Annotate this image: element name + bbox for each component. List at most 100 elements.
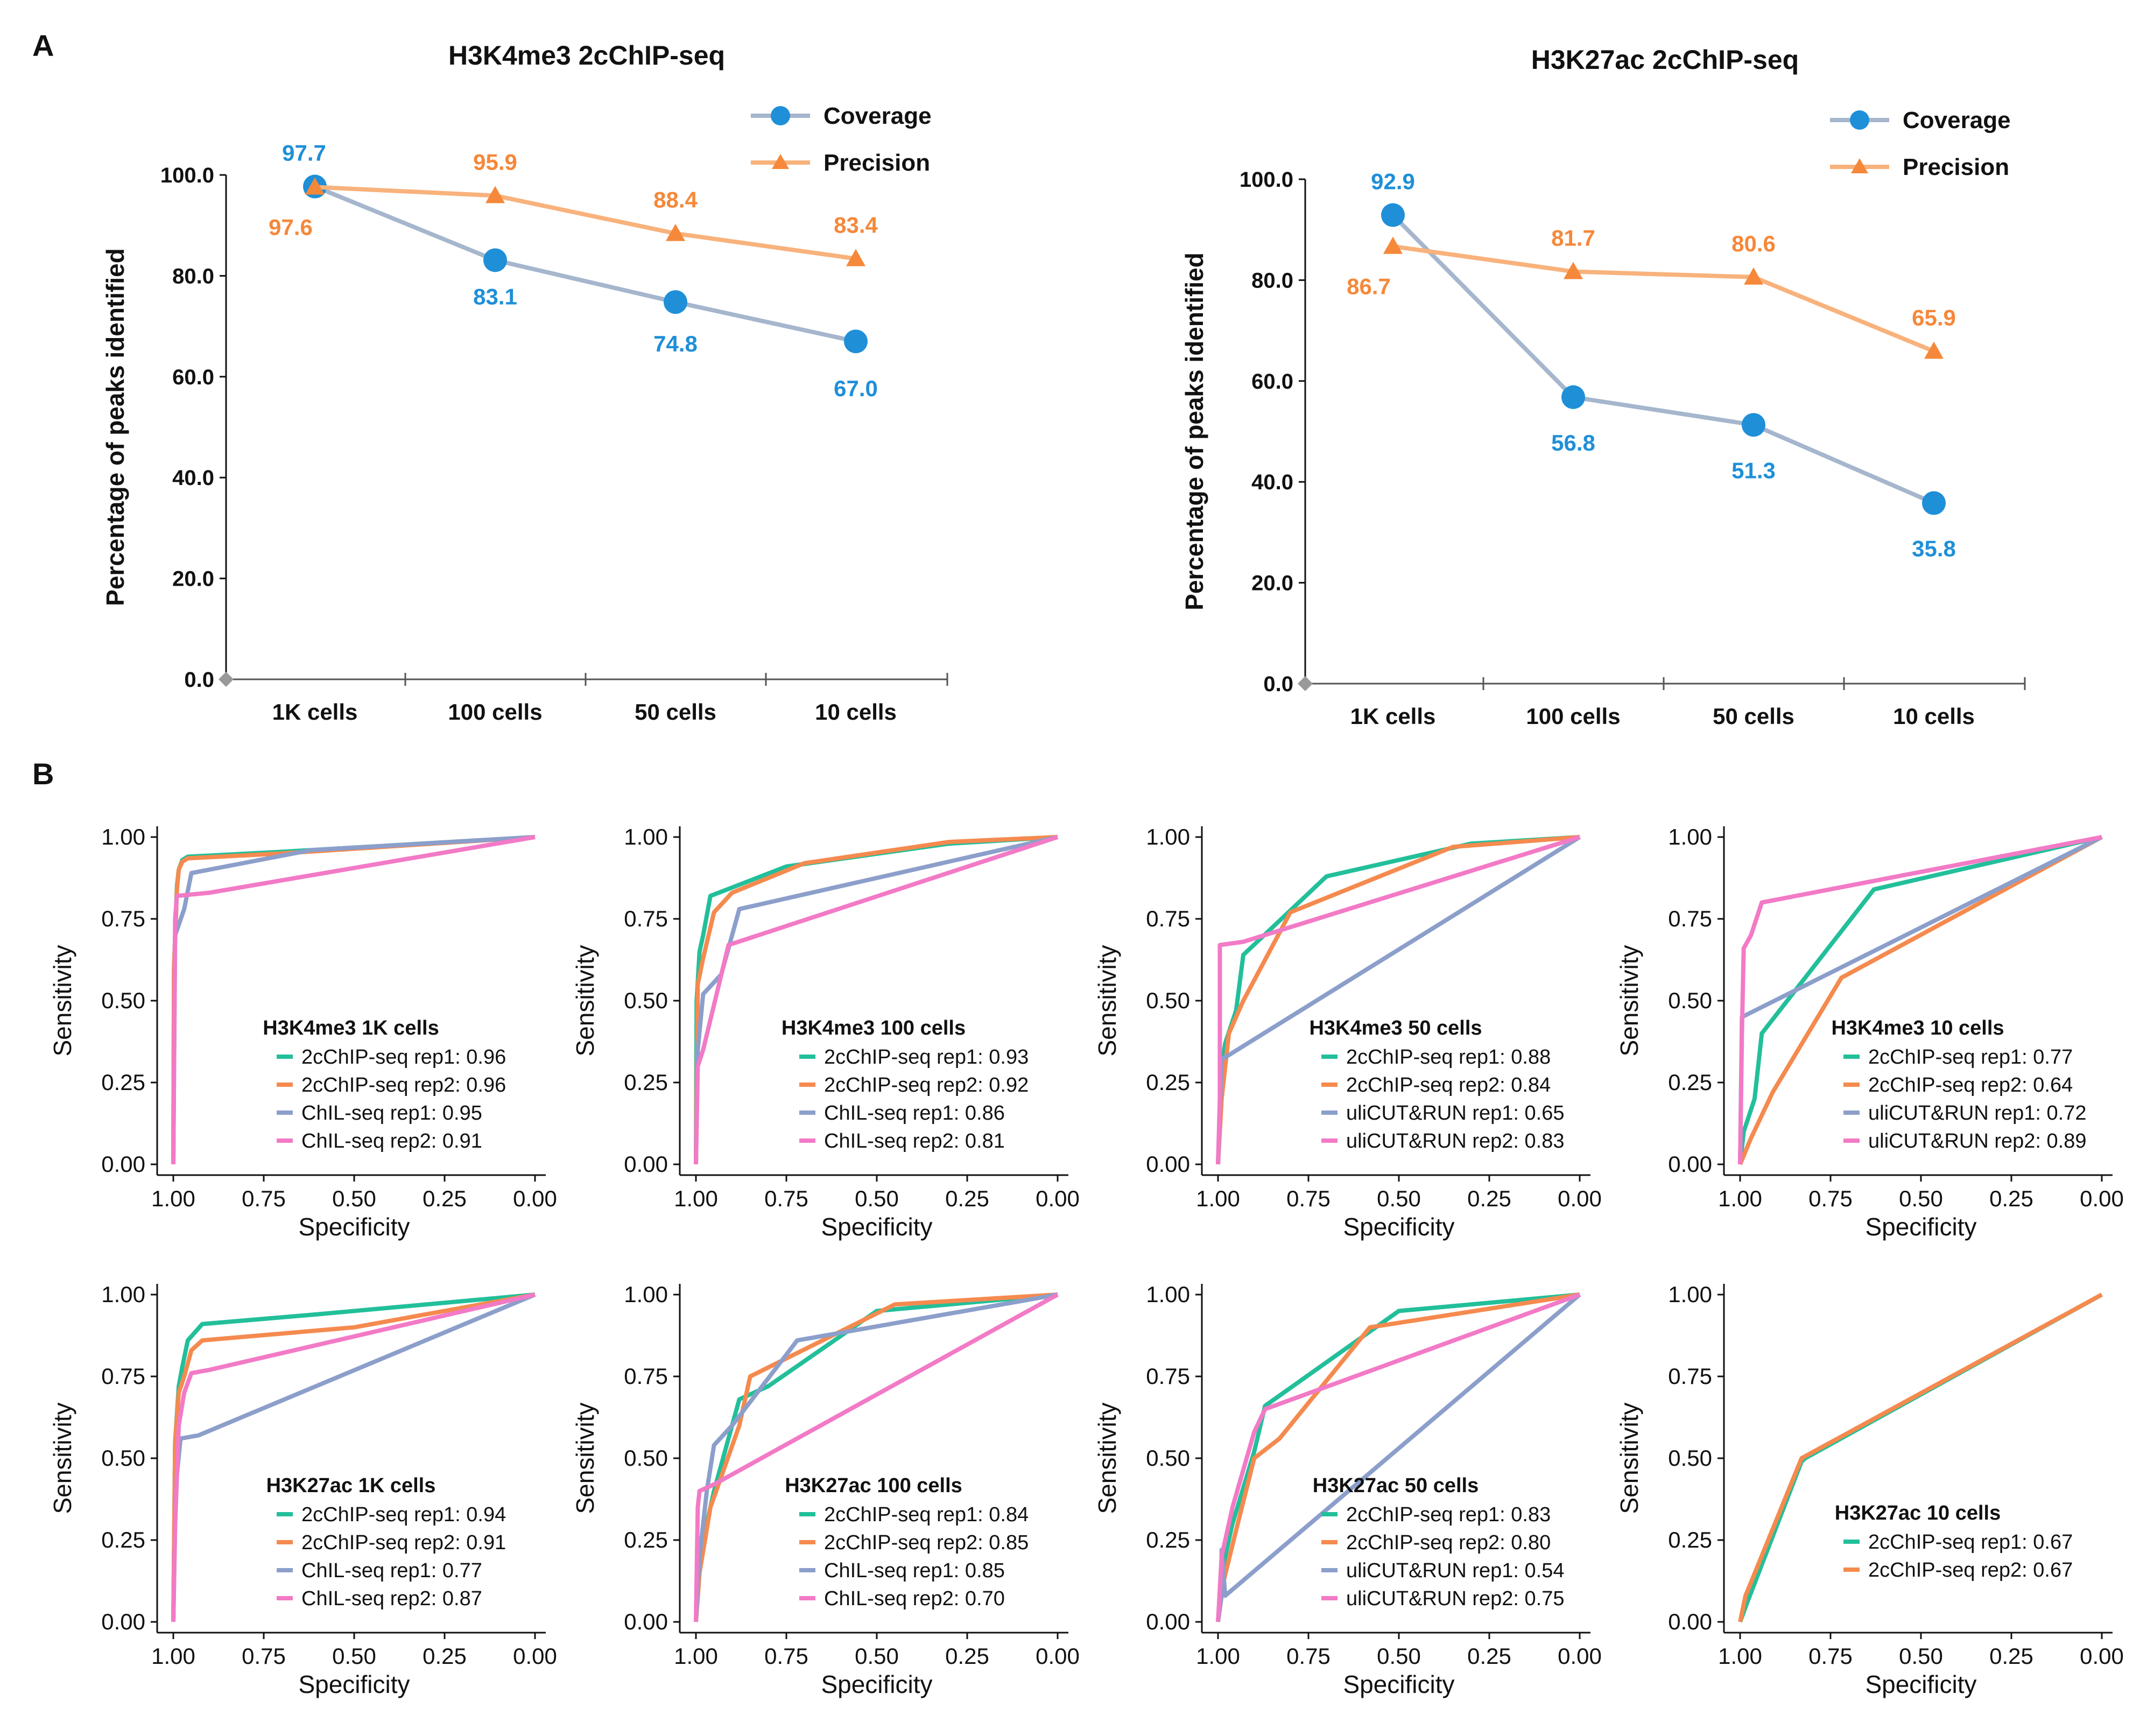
roc-y-tick-label: 0.00 xyxy=(624,1609,668,1634)
roc-curve-teal xyxy=(1738,835,2102,1165)
roc-curve-orange xyxy=(694,835,1058,1165)
roc-y-tick-label: 0.50 xyxy=(1668,1445,1712,1471)
precision-data-label: 80.6 xyxy=(1731,231,1776,256)
y-tick-label: 0.0 xyxy=(1263,672,1293,696)
roc-curve-blue xyxy=(694,1292,1058,1622)
roc-y-tick-label: 0.25 xyxy=(101,1527,145,1552)
roc-y-tick-label: 0.75 xyxy=(101,906,145,931)
y-tick-label: 100.0 xyxy=(160,164,214,187)
roc-panel-4: 0.00 0.25 0.50 0.75 1.00 1.00 0.75 0.50 0.25 0.00… xyxy=(1615,824,2124,1241)
legend-label: Coverage xyxy=(1903,107,2011,133)
roc-panel-1: 0.00 0.25 0.50 0.75 1.00 1.00 0.75 0.50 0.25 0.00… xyxy=(48,824,557,1241)
axis-origin-diamond xyxy=(219,672,234,687)
legend-coverage-marker xyxy=(771,106,790,125)
precision-point xyxy=(1924,341,1944,359)
roc-legend-entry: uliCUT&RUN rep2: 0.83 xyxy=(1346,1130,1564,1152)
roc-y-tick-label: 0.50 xyxy=(101,1445,145,1471)
roc-x-tick-label: 0.75 xyxy=(1286,1643,1331,1669)
roc-legend-title: H3K27ac 50 cells xyxy=(1313,1474,1479,1497)
y-tick-label: 40.0 xyxy=(172,466,214,490)
roc-legend-entry: 2cChIP-seq rep1: 0.84 xyxy=(824,1503,1029,1526)
axis-origin-diamond xyxy=(1298,676,1313,691)
roc-x-tick-label: 0.75 xyxy=(1808,1186,1853,1211)
roc-y-tick-label: 1.00 xyxy=(101,1282,145,1307)
roc-y-tick-label: 0.75 xyxy=(624,906,668,931)
roc-y-tick-label: 0.25 xyxy=(624,1527,668,1552)
roc-x-tick-label: 0.25 xyxy=(1989,1186,2033,1211)
precision-data-label: 81.7 xyxy=(1551,225,1595,250)
coverage-point xyxy=(664,290,687,314)
roc-legend-entry: 2cChIP-seq rep1: 0.94 xyxy=(301,1503,506,1526)
roc-y-tick-label: 1.00 xyxy=(624,1282,668,1307)
x-tick-label: 10 cells xyxy=(1893,704,1975,729)
y-tick-label: 80.0 xyxy=(1251,269,1293,292)
roc-y-axis-label: Sensitivity xyxy=(48,945,76,1056)
roc-y-tick-label: 0.75 xyxy=(101,1364,145,1389)
roc-x-axis-label: Specificity xyxy=(298,1670,410,1698)
roc-curve-pink xyxy=(694,835,1059,1165)
roc-legend-entry: 2cChIP-seq rep1: 0.67 xyxy=(1868,1531,2073,1554)
roc-curve-orange xyxy=(171,1292,536,1622)
y-tick-label: 20.0 xyxy=(172,567,214,591)
precision-point xyxy=(305,177,325,195)
roc-x-tick-label: 0.25 xyxy=(1467,1643,1511,1669)
roc-x-tick-label: 0.75 xyxy=(764,1186,808,1211)
roc-x-tick-label: 0.25 xyxy=(423,1186,467,1211)
roc-y-axis-label: Sensitivity xyxy=(48,1402,76,1514)
y-tick-label: 20.0 xyxy=(1251,572,1293,595)
roc-x-axis-label: Specificity xyxy=(821,1670,932,1698)
y-tick-label: 60.0 xyxy=(1251,370,1293,393)
roc-curve-pink xyxy=(694,1292,1059,1622)
chart-title: H3K27ac 2cChIP-seq xyxy=(1531,45,1799,75)
roc-x-tick-label: 0.75 xyxy=(1808,1643,1853,1669)
roc-y-tick-label: 0.25 xyxy=(624,1070,668,1095)
roc-x-tick-label: 1.00 xyxy=(1196,1186,1240,1211)
roc-x-tick-label: 1.00 xyxy=(151,1643,195,1669)
roc-x-tick-label: 0.50 xyxy=(332,1643,376,1669)
roc-x-tick-label: 0.50 xyxy=(1377,1186,1421,1211)
roc-x-tick-label: 0.00 xyxy=(1036,1643,1080,1669)
roc-x-tick-label: 0.25 xyxy=(945,1643,989,1669)
chart-title: H3K4me3 2cChIP-seq xyxy=(448,40,725,71)
precision-data-label: 88.4 xyxy=(653,187,698,213)
coverage-point xyxy=(1742,413,1765,437)
roc-x-tick-label: 1.00 xyxy=(151,1186,195,1211)
roc-legend-title: H3K27ac 100 cells xyxy=(785,1474,962,1497)
legend-precision-marker xyxy=(772,154,789,169)
roc-x-tick-label: 0.50 xyxy=(855,1643,899,1669)
coverage-line xyxy=(314,184,856,344)
y-tick-label: 60.0 xyxy=(172,366,214,389)
roc-x-tick-label: 0.00 xyxy=(2080,1186,2124,1211)
roc-y-tick-label: 0.00 xyxy=(1668,1609,1712,1634)
roc-curve-pink xyxy=(1738,835,2102,1165)
roc-y-tick-label: 0.00 xyxy=(101,1609,145,1634)
roc-x-tick-label: 0.00 xyxy=(1036,1186,1080,1211)
roc-y-tick-label: 1.00 xyxy=(624,824,668,849)
roc-y-tick-label: 0.50 xyxy=(1668,988,1712,1013)
legend-coverage-marker xyxy=(1850,110,1869,130)
precision-point xyxy=(1564,262,1583,279)
roc-x-tick-label: 0.50 xyxy=(332,1186,376,1211)
roc-y-tick-label: 0.50 xyxy=(624,988,668,1013)
x-tick-label: 100 cells xyxy=(1526,704,1620,729)
roc-panel-8: 0.00 0.25 0.50 0.75 1.00 1.00 0.75 0.50 0.25 0.00… xyxy=(1615,1282,2124,1698)
roc-x-tick-label: 0.25 xyxy=(945,1186,989,1211)
roc-legend-entry: uliCUT&RUN rep1: 0.65 xyxy=(1346,1102,1564,1124)
legend-label: Precision xyxy=(1903,154,2009,180)
roc-x-axis-label: Specificity xyxy=(298,1213,410,1241)
roc-legend-entry: 2cChIP-seq rep2: 0.96 xyxy=(301,1074,506,1097)
roc-y-tick-label: 0.25 xyxy=(101,1070,145,1095)
roc-x-tick-label: 0.00 xyxy=(513,1186,557,1211)
roc-y-tick-label: 0.75 xyxy=(1146,1364,1190,1389)
roc-y-tick-label: 1.00 xyxy=(1668,824,1712,849)
roc-legend-title: H3K4me3 10 cells xyxy=(1831,1017,2004,1039)
precision-data-label: 65.9 xyxy=(1912,305,1956,331)
roc-x-tick-label: 0.00 xyxy=(2080,1643,2124,1669)
roc-y-tick-label: 0.25 xyxy=(1668,1070,1712,1095)
roc-y-axis-label: Sensitivity xyxy=(1615,1402,1643,1514)
y-tick-label: 40.0 xyxy=(1251,470,1293,494)
roc-x-axis-label: Specificity xyxy=(1865,1670,1976,1698)
precision-data-label: 95.9 xyxy=(473,149,517,174)
x-tick-label: 100 cells xyxy=(448,699,542,725)
precision-data-label: 86.7 xyxy=(1347,274,1391,299)
